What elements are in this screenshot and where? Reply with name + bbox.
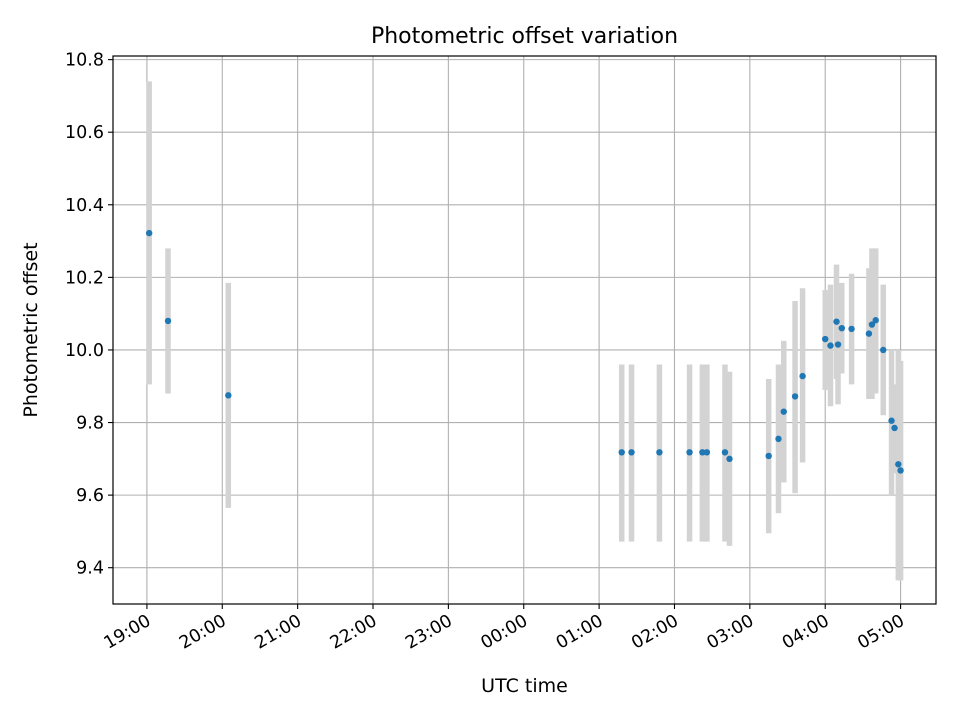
data-point: [891, 424, 898, 432]
data-point: [775, 435, 782, 443]
data-point: [726, 455, 733, 463]
data-point: [799, 372, 806, 380]
data-point: [791, 393, 799, 400]
data-point: [765, 452, 772, 460]
data-point: [721, 449, 729, 456]
data-point: [868, 321, 876, 328]
data-point: [895, 461, 902, 468]
y-tick-label: 9.6: [76, 486, 104, 506]
y-axis-label: Photometric offset: [20, 242, 42, 417]
data-points: [145, 229, 904, 474]
y-tick-label: 10.0: [65, 341, 104, 361]
chart-title: Photometric offset variation: [371, 24, 678, 49]
data-point: [703, 449, 711, 456]
data-point: [888, 417, 895, 424]
data-point: [656, 449, 663, 456]
data-point: [822, 335, 829, 343]
data-point: [833, 318, 840, 325]
x-tick-label: 23:00: [402, 611, 456, 654]
y-tick-label: 10.6: [65, 123, 104, 143]
data-point: [145, 229, 153, 237]
x-tick-label: 22:00: [327, 611, 381, 654]
data-point: [872, 317, 879, 324]
y-tick-label: 9.8: [76, 414, 104, 434]
data-point: [164, 317, 172, 325]
x-tick-label: 19:00: [101, 611, 155, 654]
data-point: [686, 449, 693, 456]
y-tick-label: 10.8: [65, 51, 104, 71]
data-point: [827, 342, 834, 349]
x-tick-label: 05:00: [854, 611, 908, 654]
error-bars: [146, 81, 904, 581]
data-point: [865, 330, 873, 337]
data-point: [880, 346, 887, 354]
x-tick-label: 03:00: [704, 611, 758, 654]
data-point: [225, 392, 232, 399]
data-point: [628, 449, 635, 456]
data-point: [848, 325, 855, 333]
y-tick-label: 9.4: [76, 559, 104, 579]
x-tick-label: 01:00: [553, 611, 607, 654]
x-tick-label: 21:00: [251, 611, 305, 654]
x-tick-label: 04:00: [779, 611, 833, 654]
data-point: [897, 467, 904, 474]
y-tick-label: 10.2: [65, 268, 104, 288]
x-tick-label: 00:00: [478, 611, 532, 654]
plot-frame: [112, 55, 937, 605]
x-tick-label: 20:00: [176, 611, 230, 654]
y-axis-ticks: 9.4 9.6 9.8 10.0 10.2 10.4 10.6 10.8: [65, 51, 113, 579]
x-tick-label: 02:00: [628, 611, 682, 654]
y-tick-label: 10.4: [65, 196, 104, 216]
data-point: [834, 341, 842, 348]
x-axis-ticks: 19:00 20:00 21:00 22:00 23:00 00:00 01:00 02:00…: [101, 604, 908, 654]
data-point: [618, 449, 625, 456]
gridlines: [113, 56, 936, 604]
data-point: [699, 449, 706, 456]
x-axis-label: UTC time: [481, 675, 568, 697]
data-point: [838, 324, 845, 332]
data-point: [780, 408, 787, 415]
